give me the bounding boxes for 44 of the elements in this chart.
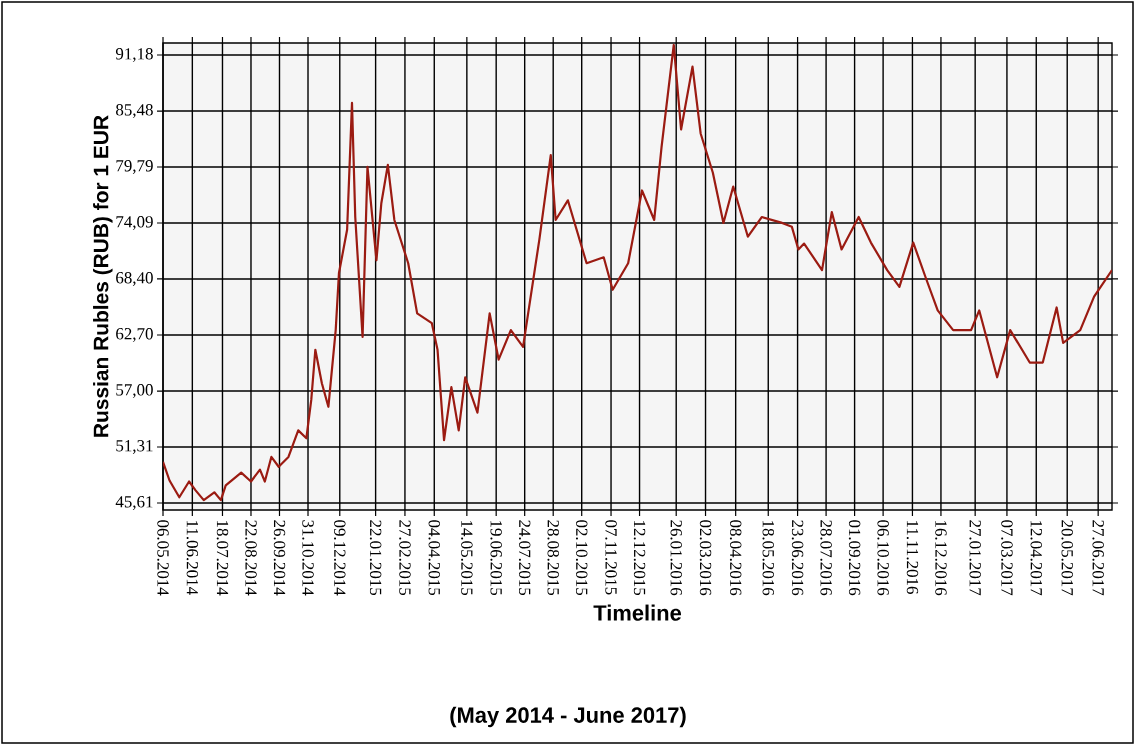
y-tick-label: 91,18 — [115, 48, 153, 62]
y-axis-title: Russian Rubles (RUB) for 1 EUR — [93, 115, 113, 437]
x-tick-label: 01.09.2016 — [848, 520, 861, 596]
x-tick-label: 12.12.2015 — [633, 521, 646, 596]
x-tick-label: 02.10.2015 — [575, 520, 588, 596]
y-tick-label: 45,61 — [115, 496, 153, 510]
x-tick-label: 22.08.2014 — [245, 520, 257, 596]
x-tick-label: 14.05.2015 — [461, 521, 473, 596]
x-tick-label: 09.12.2014 — [334, 520, 346, 596]
x-tick-label: 07.11.2015 — [605, 520, 617, 595]
x-tick-label: 26.09.2014 — [273, 520, 286, 596]
x-tick-label: 07.03.2017 — [1001, 520, 1013, 596]
x-tick-label: 19.06.2015 — [490, 521, 502, 596]
x-tick-label: 27.06.2017 — [1092, 520, 1104, 596]
x-tick-label: 20.05.2017 — [1061, 520, 1073, 596]
y-tick-label: 57,00 — [116, 384, 153, 398]
x-tick-label: 04.04.2015 — [428, 520, 441, 596]
x-tick-label: 06.10.2016 — [877, 520, 889, 596]
x-tick-label: 18.05.2016 — [762, 521, 775, 596]
x-tick-label: 27.01.2017 — [969, 520, 981, 596]
x-tick-label: 11.11.2016 — [906, 521, 919, 594]
x-tick-label: 06.05.2014 — [157, 520, 169, 596]
x-tick-label: 16.12.2016 — [935, 521, 947, 596]
x-tick-label: 02.03.2016 — [699, 520, 712, 596]
x-tick-label: 12.04.2017 — [1030, 521, 1043, 596]
y-tick-label: 68,40 — [116, 272, 153, 286]
y-tick-label: 74,09 — [116, 216, 153, 230]
x-tick-label: 18.07.2014 — [216, 521, 229, 596]
x-tick-label: 22.01.2015 — [369, 520, 382, 596]
y-tick-label: 79,79 — [116, 160, 153, 174]
x-tick-label: 31.10.2014 — [302, 520, 314, 596]
x-tick-label: 26.01.2016 — [670, 520, 682, 596]
x-tick-label: 28.08.2015 — [547, 520, 559, 596]
x-tick-label: 27.02.2015 — [399, 520, 411, 596]
x-tick-label: 28.07.2016 — [820, 520, 832, 596]
x-tick-label: 24.07.2015 — [518, 520, 531, 596]
x-tick-label: 11.06.2014 — [186, 521, 199, 595]
x-tick-label: 08.04.2016 — [729, 520, 742, 596]
x-tick-label: 23.06.2016 — [791, 520, 804, 596]
x-axis-title: Timeline — [593, 604, 682, 621]
y-tick-label: 51,31 — [116, 440, 153, 454]
y-tick-label: 85,48 — [116, 104, 153, 118]
text: (May 2014 - June 2017) — [450, 706, 686, 728]
y-tick-label: 62,70 — [116, 328, 153, 342]
